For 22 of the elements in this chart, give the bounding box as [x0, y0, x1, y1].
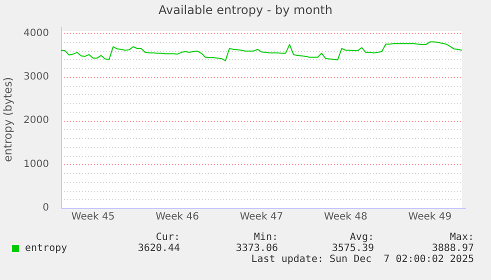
x-tick-label: Week 49 — [408, 212, 452, 223]
text: Last update: Sun Dec 7 02:00:02 2025 — [250, 254, 474, 265]
x-tick-label: Week 47 — [240, 212, 284, 223]
y-tick-label: 4000 — [24, 28, 49, 39]
text: Max: — [448, 232, 474, 243]
text: 3575.39 — [330, 243, 374, 254]
text: 3620.44 — [136, 243, 180, 254]
x-tick-label: Week 48 — [324, 212, 368, 223]
y-tick-label: 2000 — [24, 115, 49, 126]
text: 3373.06 — [234, 243, 278, 254]
text: 3888.97 — [430, 243, 474, 254]
x-tick-label: Week 46 — [156, 212, 199, 223]
text: Min: — [252, 232, 278, 243]
x-tick-label: Week 45 — [71, 212, 115, 223]
text: Cur: — [154, 232, 180, 243]
y-tick-label: 0 — [42, 202, 49, 214]
text: Avg: — [348, 232, 374, 243]
y-axis-title: entropy (bytes) — [1, 77, 14, 162]
chart-title: Available entropy - by month — [158, 3, 334, 17]
legend-label: entropy — [24, 243, 68, 254]
y-tick-label: 3000 — [24, 71, 49, 82]
y-tick-label: 1000 — [24, 158, 49, 170]
